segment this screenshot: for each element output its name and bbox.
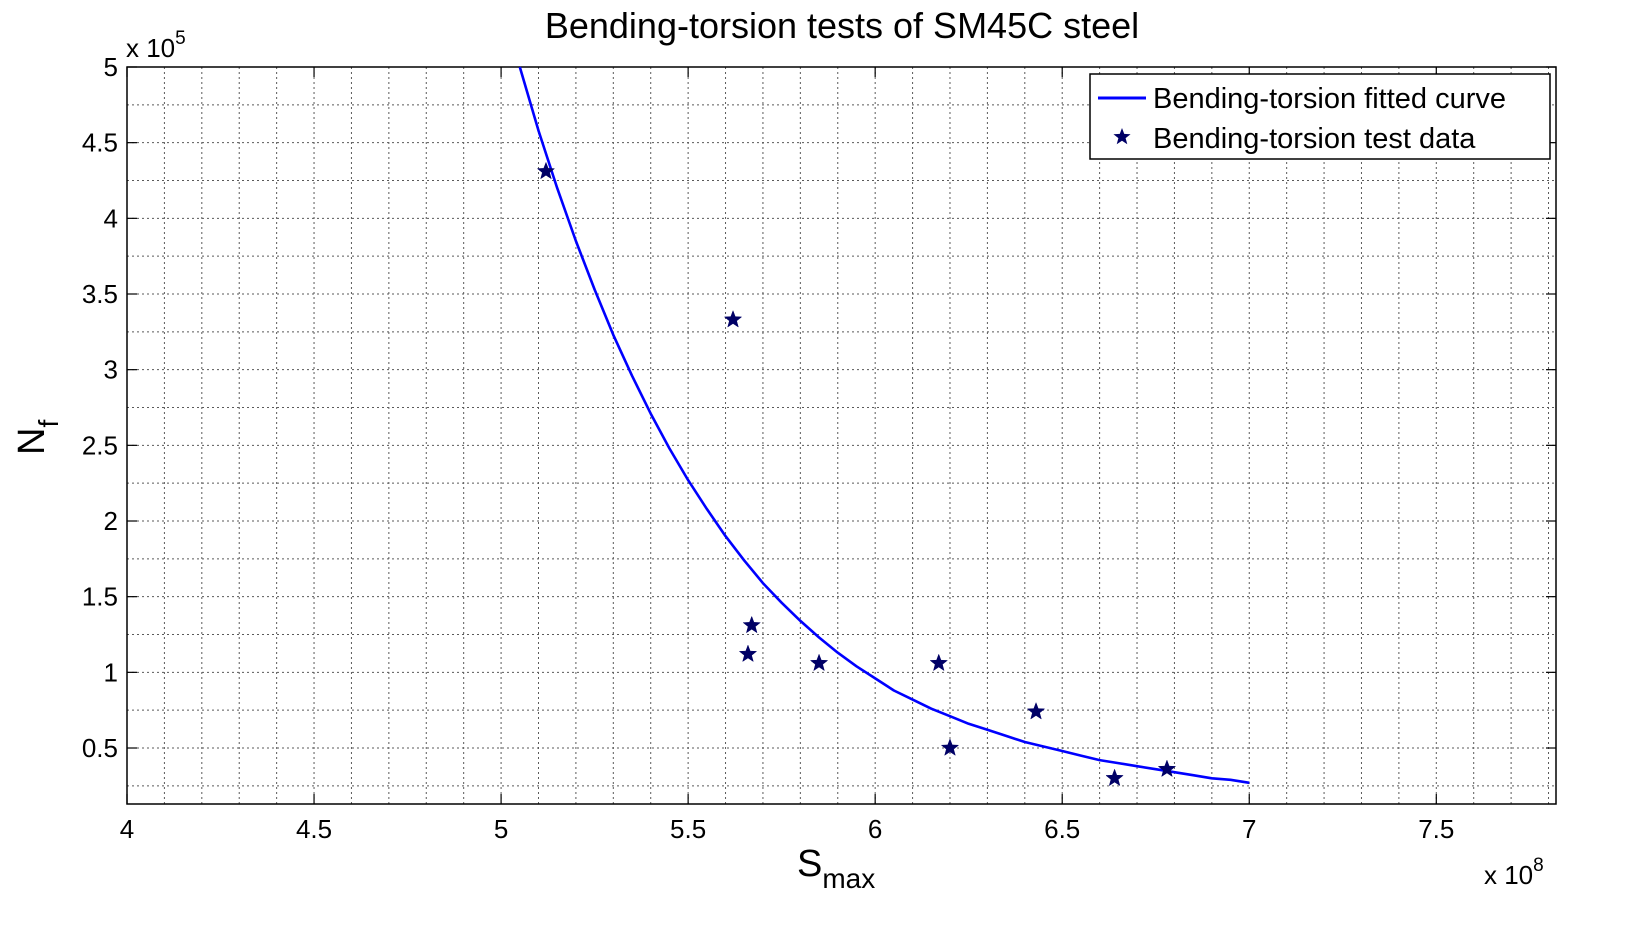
x-tick-label: 5 (494, 814, 508, 844)
x-axis-label: Smax (797, 843, 875, 894)
x-multiplier-base: x 10 (1484, 860, 1533, 890)
x-tick-label: 7.5 (1418, 814, 1454, 844)
x-axis-multiplier: x 108 (1484, 855, 1544, 890)
x-tick-labels: 4 4.5 5 5.5 6 6.5 7 7.5 (120, 814, 1455, 844)
y-tick-label: 1.5 (82, 582, 118, 612)
y-tick-label: 1 (104, 657, 118, 687)
y-tick-label: 2.5 (82, 430, 118, 460)
x-tick-label: 5.5 (670, 814, 706, 844)
x-axis-label-sub: max (822, 863, 875, 894)
y-axis-label: Nf (11, 420, 64, 455)
series-layer (518, 66, 1250, 787)
y-tick-label: 0.5 (82, 733, 118, 763)
y-tick-label: 4.5 (82, 128, 118, 158)
x-tick-label: 4.5 (296, 814, 332, 844)
y-multiplier-base: x 10 (126, 33, 175, 63)
test-data-point (738, 644, 758, 663)
x-multiplier-exponent: 8 (1533, 855, 1544, 876)
y-axis-label-sub: f (33, 420, 64, 428)
x-axis-label-main: S (797, 843, 822, 885)
test-data-point (1026, 701, 1046, 720)
y-tick-label: 3.5 (82, 279, 118, 309)
legend-box (1089, 73, 1551, 160)
y-tick-label: 2 (104, 506, 118, 536)
y-tick-label: 3 (104, 355, 118, 385)
test-data-point (809, 653, 829, 672)
test-data-point (742, 615, 761, 634)
x-tick-label: 6.5 (1044, 814, 1080, 844)
x-tick-label: 4 (120, 814, 134, 844)
y-axis-label-main: N (11, 428, 53, 455)
x-tick-label: 7 (1242, 814, 1256, 844)
plot-frame (126, 66, 1557, 805)
legend-star-swatch (1113, 128, 1131, 145)
test-data-point (1157, 759, 1177, 778)
x-tick-label: 6 (868, 814, 882, 844)
test-data-point (929, 653, 948, 672)
test-data-point (1105, 768, 1124, 787)
legend-label-test-data: Bending-torsion test data (1153, 123, 1476, 155)
y-multiplier-exponent: 5 (175, 28, 186, 49)
y-tick-labels: 0.5 1 1.5 2 2.5 3 3.5 4 4.5 5 (82, 52, 118, 763)
legend: Bending-torsion fitted curve Bending-tor… (1089, 73, 1551, 160)
y-tick-label: 4 (104, 203, 118, 233)
chart-title: Bending-torsion tests of SM45C steel (545, 5, 1139, 46)
y-tick-label: 5 (104, 52, 118, 82)
test-data-point (940, 738, 960, 756)
y-axis-multiplier: x 105 (126, 28, 186, 63)
test-data-point (723, 310, 743, 328)
legend-label-fitted-curve: Bending-torsion fitted curve (1153, 83, 1506, 115)
test-data-point (536, 161, 556, 180)
fitted-curve-line (518, 66, 1250, 785)
